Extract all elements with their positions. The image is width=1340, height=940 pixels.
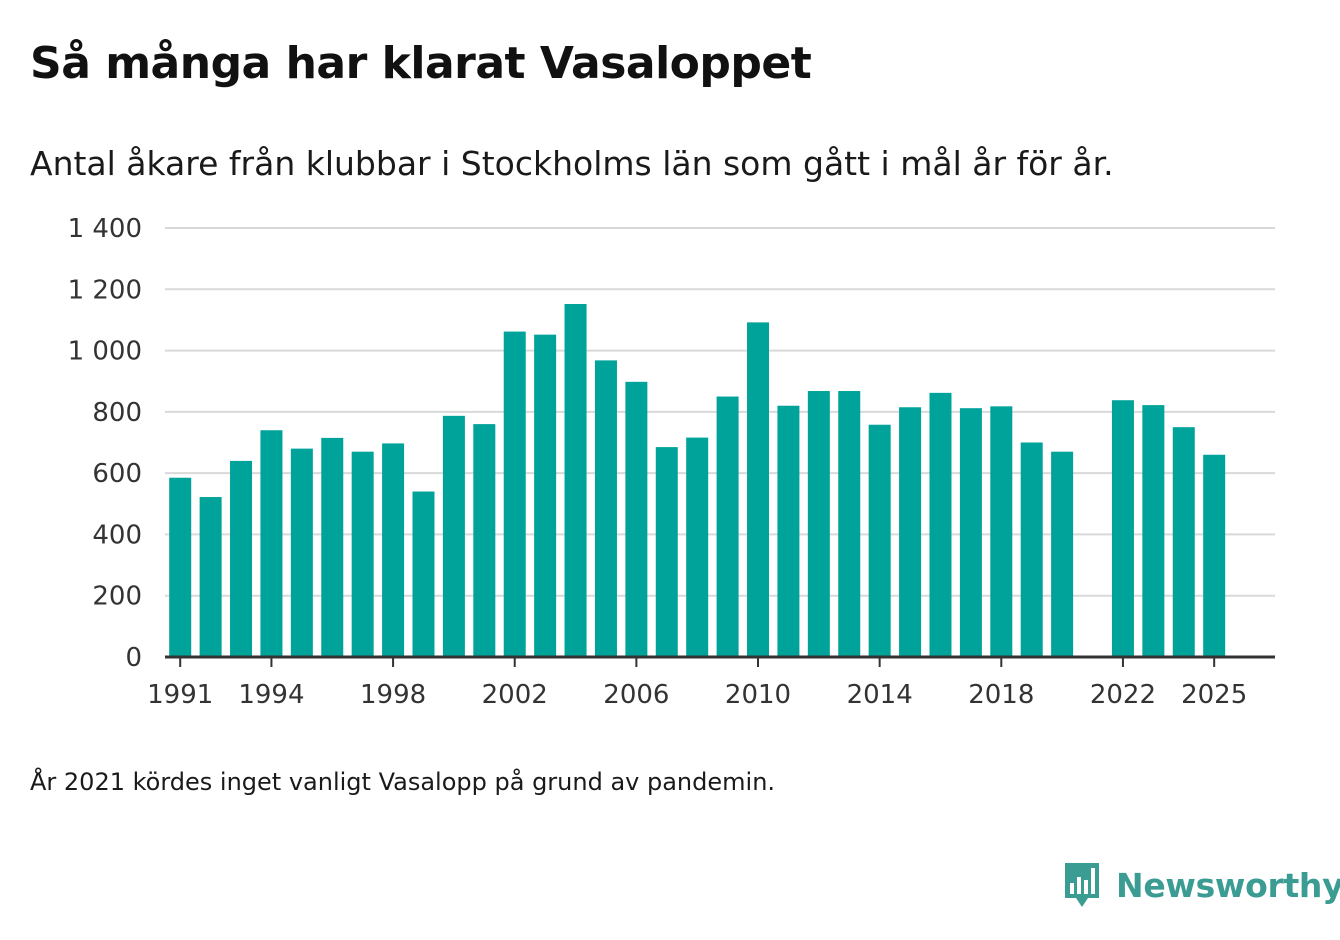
bars [169,303,1226,658]
bar-2001[interactable] [473,424,496,657]
bar-2010[interactable] [747,322,770,657]
bar-2019[interactable] [1020,442,1043,658]
brand: Newsworthy [1062,860,1340,910]
bar-2004[interactable] [564,303,587,657]
bar-1998[interactable] [382,443,405,657]
y-tick-label: 400 [92,520,142,550]
bar-2017[interactable] [959,408,982,657]
bar-1999[interactable] [412,491,435,657]
bar-1997[interactable] [351,451,374,657]
y-tick-label: 1 200 [68,275,142,305]
bar-2011[interactable] [777,405,800,657]
y-tick-label: 1 400 [68,214,142,244]
bar-2014[interactable] [868,424,891,657]
bar-2022[interactable] [1111,400,1134,657]
x-tick-label: 2018 [968,680,1034,710]
bar-2000[interactable] [442,415,465,657]
bar-2024[interactable] [1172,427,1195,657]
bar-1993[interactable] [230,460,253,657]
y-tick-label: 600 [92,459,142,489]
x-tick-label: 2025 [1181,680,1247,710]
bar-1991[interactable] [169,477,192,657]
footnote: År 2021 kördes inget vanligt Vasalopp på… [30,768,776,796]
bar-2013[interactable] [838,391,861,657]
bar-2012[interactable] [807,391,830,657]
bar-2025[interactable] [1203,454,1226,657]
bar-2003[interactable] [534,334,557,657]
x-tick-label: 1991 [147,680,213,710]
bar-2006[interactable] [625,381,648,657]
bar-1994[interactable] [260,430,283,657]
bar-chart: 0 200 400 600 800 1 000 1 200 1 400 1991 1994 1998… [68,214,1275,710]
y-tick-label: 200 [92,582,142,612]
chart-title: Så många har klarat Vasaloppet [30,38,812,89]
bar-1995[interactable] [290,448,313,657]
bar-2018[interactable] [990,406,1013,657]
x-tick-label: 2006 [603,680,669,710]
bar-2015[interactable] [899,407,922,657]
bar-2020[interactable] [1051,451,1074,657]
y-tick-label: 800 [92,398,142,428]
bar-2016[interactable] [929,392,952,657]
x-tick-label: 2022 [1090,680,1156,710]
chart-subtitle: Antal åkare från klubbar i Stockholms lä… [30,144,1114,183]
x-tick-label: 2014 [847,680,913,710]
bar-2002[interactable] [503,331,526,657]
bar-2009[interactable] [716,396,739,657]
bar-1992[interactable] [199,497,222,657]
bar-2008[interactable] [686,437,709,657]
axes: 0 200 400 600 800 1 000 1 200 1 400 1991 1994 1998… [68,214,1275,710]
y-tick-label: 0 [125,643,142,673]
bar-1996[interactable] [321,437,344,657]
bar-2007[interactable] [655,447,678,657]
bar-2023[interactable] [1142,405,1165,657]
bar-2005[interactable] [594,360,617,657]
newsworthy-logo-icon [1065,863,1099,907]
y-tick-label: 1 000 [68,337,142,367]
x-tick-label: 1994 [238,680,304,710]
x-tick-label: 1998 [360,680,426,710]
x-tick-label: 2010 [725,680,791,710]
brand-name: Newsworthy [1116,865,1340,905]
x-tick-label: 2002 [482,680,548,710]
